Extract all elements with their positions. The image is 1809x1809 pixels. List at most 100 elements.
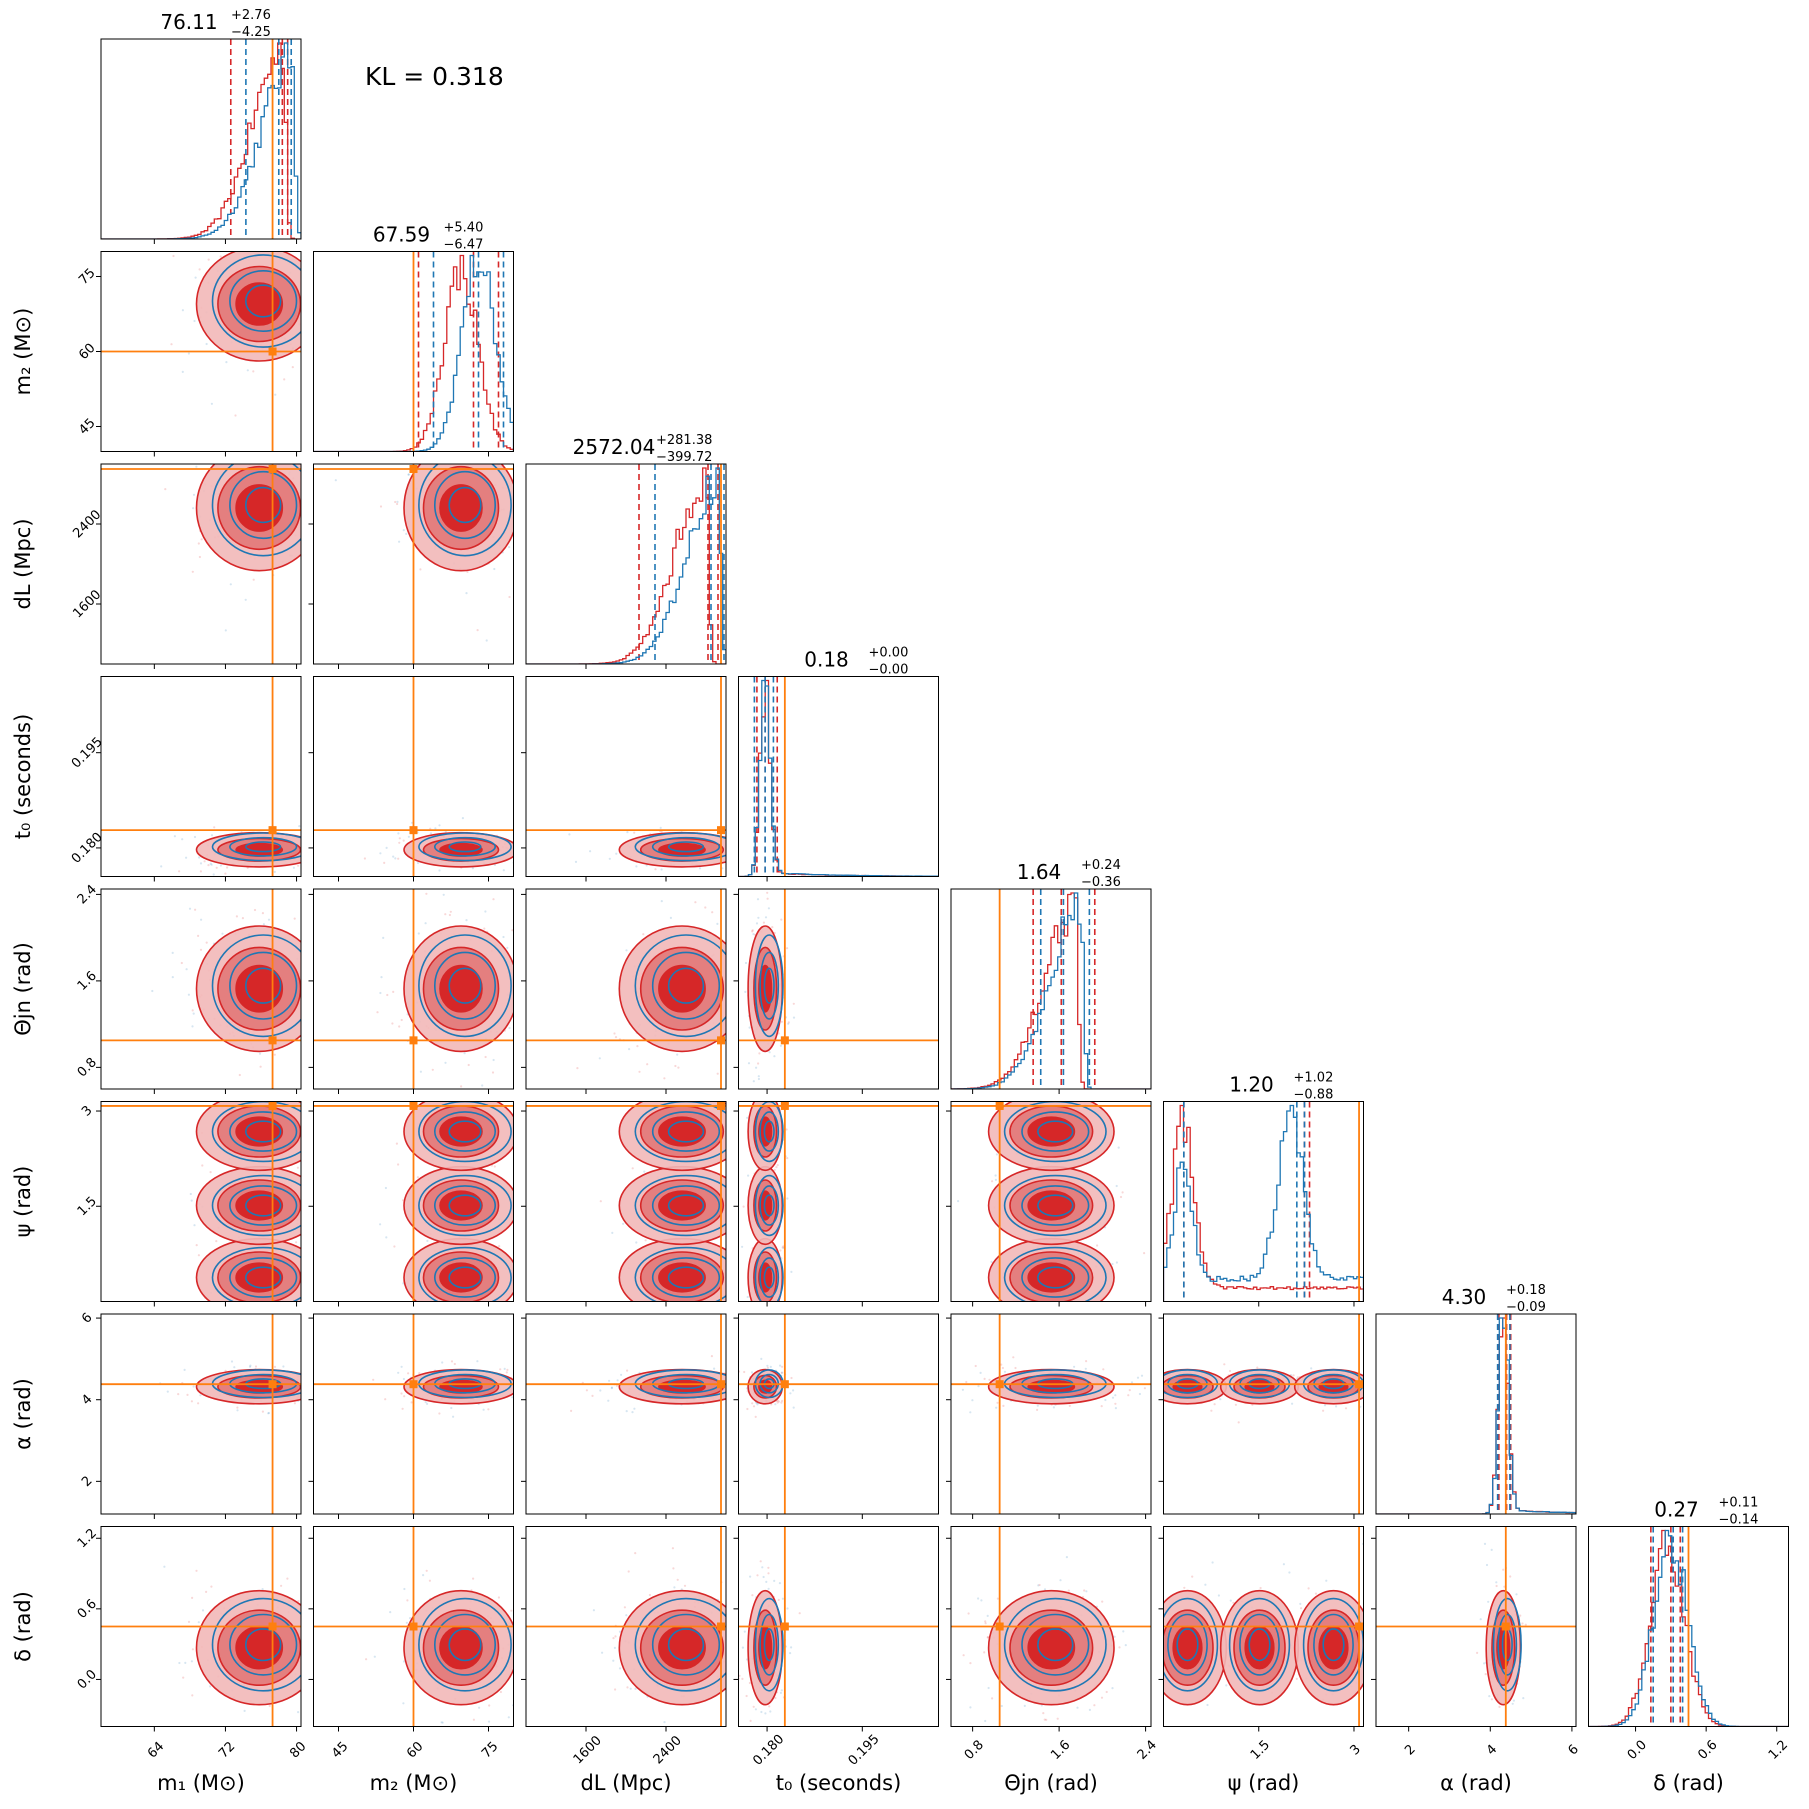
scatter-point (731, 1373, 733, 1375)
scatter-point (678, 1080, 680, 1082)
scatter-point (1009, 1332, 1011, 1334)
scatter-point (613, 1032, 616, 1035)
scatter-point (192, 1385, 195, 1388)
panel-theta_jn-t0 (738, 889, 939, 1089)
scatter-point (185, 856, 188, 859)
scatter-point (314, 548, 316, 550)
scatter-point (476, 1360, 479, 1363)
scatter-point (215, 866, 218, 869)
scatter-point (315, 503, 317, 505)
panel-theta_jn-theta_jn (951, 889, 1151, 1089)
x-tick-label-m2: 75 (479, 1739, 501, 1761)
scatter-point (1063, 1364, 1065, 1366)
scatter-point (769, 1365, 772, 1368)
scatter-point (410, 1401, 413, 1404)
scatter-point (780, 1020, 784, 1023)
scatter-point (1006, 1051, 1008, 1053)
scatter-point (957, 1200, 960, 1203)
contour-blue-level-0 (418, 832, 512, 862)
scatter-point (178, 1661, 181, 1665)
scatter-point (429, 827, 432, 830)
scatter-point (249, 1746, 251, 1748)
scatter-point (268, 1704, 271, 1708)
x-axis-label-m1: m₁ (M⊙) (157, 1771, 245, 1795)
scatter-point (777, 1307, 779, 1309)
panel-frame (525, 463, 727, 665)
scatter-point (643, 1170, 646, 1173)
scatter-point (612, 1637, 615, 1640)
scatter-point (991, 1180, 994, 1183)
scatter-point (764, 916, 768, 919)
scatter-point (1045, 1718, 1048, 1721)
scatter-point (996, 1401, 999, 1404)
scatter-point (397, 857, 400, 860)
truth-marker (1501, 1622, 1510, 1631)
scatter-point (466, 570, 469, 574)
scatter-point (734, 1382, 736, 1384)
scatter-point (301, 867, 303, 869)
scatter-point (1219, 1398, 1222, 1401)
diagonal-title-plus-psi: +1.02 (1294, 1071, 1334, 1086)
scatter-point (1410, 1556, 1412, 1558)
contour-blue-level-2 (448, 486, 482, 524)
scatter-point (306, 1634, 308, 1636)
scatter-point (746, 841, 748, 843)
scatter-point (1391, 1596, 1393, 1598)
scatter-point (260, 1085, 262, 1087)
panel-psi-dL (526, 1080, 726, 1302)
scatter-point (1051, 1074, 1053, 1076)
scatter-point (768, 1354, 770, 1356)
scatter-point (1416, 1654, 1418, 1656)
scatter-point (1388, 1397, 1390, 1399)
truth-marker (717, 1622, 725, 1631)
scatter-point (1296, 1376, 1299, 1379)
contour-blue-level-2 (448, 1120, 482, 1143)
scatter-point (315, 1107, 317, 1109)
truth-marker (780, 1380, 789, 1389)
panel-frame (738, 888, 939, 1090)
scatter-point (773, 1579, 776, 1582)
scatter-point (754, 1415, 757, 1418)
scatter-point (786, 1157, 789, 1160)
scatter-point (984, 1620, 987, 1623)
scatter-point (1122, 1630, 1125, 1633)
scatter-point (671, 1547, 675, 1550)
scatter-point (318, 528, 320, 530)
contour-blue-level-1 (759, 951, 780, 1020)
scatter-point (1206, 1703, 1209, 1707)
scatter-point (1075, 1041, 1077, 1043)
scatter-point (502, 869, 505, 872)
scatter-point (1114, 1402, 1117, 1405)
x-axis-label-alpha: α (rad) (1440, 1771, 1512, 1795)
scatter-point (644, 1239, 647, 1242)
scatter-point (304, 322, 306, 324)
contour-red-level-2 (439, 1262, 483, 1293)
scatter-point (748, 1026, 751, 1029)
contour-blue-level-1 (433, 1185, 496, 1226)
scatter-point (482, 1325, 484, 1327)
scatter-point (493, 567, 496, 571)
scatter-point (190, 1199, 193, 1202)
scatter-point (1397, 1647, 1399, 1649)
scatter-point (190, 1400, 193, 1403)
scatter-point (198, 856, 201, 859)
scatter-point (1439, 1369, 1441, 1371)
scatter-point (210, 1068, 212, 1070)
scatter-point (534, 1642, 536, 1644)
scatter-point (615, 1384, 619, 1387)
scatter-point (741, 1371, 743, 1373)
scatter-point (379, 505, 383, 508)
scatter-point (425, 1569, 428, 1572)
scatter-point (506, 946, 509, 950)
scatter-point (160, 865, 163, 868)
scatter-point (1502, 1568, 1505, 1571)
truth-marker (780, 1036, 789, 1045)
scatter-point (193, 319, 196, 323)
scatter-point (1485, 1563, 1489, 1567)
scatter-point (449, 910, 452, 913)
scatter-point (252, 578, 255, 581)
scatter-point (192, 1012, 195, 1015)
contour-blue-level-2 (245, 841, 282, 853)
scatter-point (767, 1587, 770, 1590)
scatter-point (631, 1167, 634, 1170)
